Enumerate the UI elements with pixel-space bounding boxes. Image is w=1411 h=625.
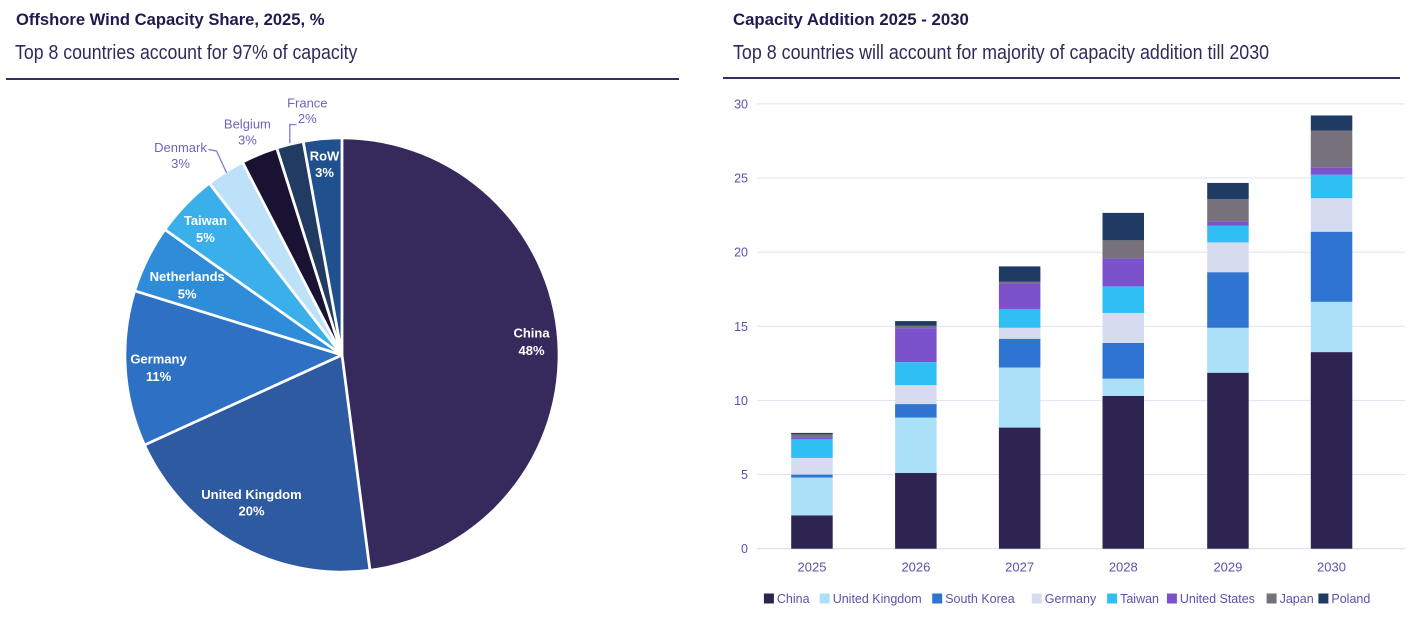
svg-text:2%: 2% — [298, 111, 317, 126]
svg-text:Denmark: Denmark — [154, 140, 207, 155]
svg-text:15: 15 — [734, 320, 748, 334]
svg-text:10: 10 — [734, 394, 748, 408]
svg-text:2028: 2028 — [1109, 560, 1138, 575]
svg-text:United Kingdom: United Kingdom — [833, 592, 922, 606]
svg-text:2030: 2030 — [1317, 560, 1346, 575]
svg-text:Germany: Germany — [130, 352, 187, 367]
svg-text:5: 5 — [741, 468, 748, 482]
svg-text:France: France — [287, 96, 327, 111]
svg-text:3%: 3% — [238, 133, 257, 148]
svg-text:China: China — [513, 326, 550, 341]
svg-text:25: 25 — [734, 172, 748, 186]
svg-text:20%: 20% — [238, 504, 264, 519]
svg-text:5%: 5% — [178, 287, 197, 302]
svg-text:3%: 3% — [171, 156, 190, 171]
svg-text:Belgium: Belgium — [224, 116, 271, 131]
svg-text:0: 0 — [741, 542, 748, 556]
svg-text:RoW: RoW — [310, 149, 340, 164]
svg-text:3%: 3% — [315, 165, 334, 180]
svg-text:2027: 2027 — [1005, 560, 1034, 575]
svg-text:11%: 11% — [146, 369, 172, 384]
svg-text:Poland: Poland — [1331, 592, 1370, 606]
svg-text:Japan: Japan — [1280, 592, 1314, 606]
svg-text:5%: 5% — [196, 230, 215, 245]
svg-text:United States: United States — [1180, 592, 1255, 606]
svg-text:30: 30 — [734, 97, 748, 111]
svg-text:United Kingdom: United Kingdom — [201, 487, 301, 502]
svg-text:2025: 2025 — [798, 560, 827, 575]
svg-text:2026: 2026 — [901, 560, 930, 575]
svg-text:Germany: Germany — [1045, 592, 1097, 606]
svg-text:48%: 48% — [518, 343, 544, 358]
svg-text:Taiwan: Taiwan — [184, 213, 227, 228]
svg-text:20: 20 — [734, 246, 748, 260]
svg-text:Taiwan: Taiwan — [1120, 592, 1159, 606]
svg-text:Netherlands: Netherlands — [150, 269, 225, 284]
svg-text:South Korea: South Korea — [945, 592, 1015, 606]
svg-text:China: China — [777, 592, 810, 606]
svg-text:2029: 2029 — [1213, 560, 1242, 575]
